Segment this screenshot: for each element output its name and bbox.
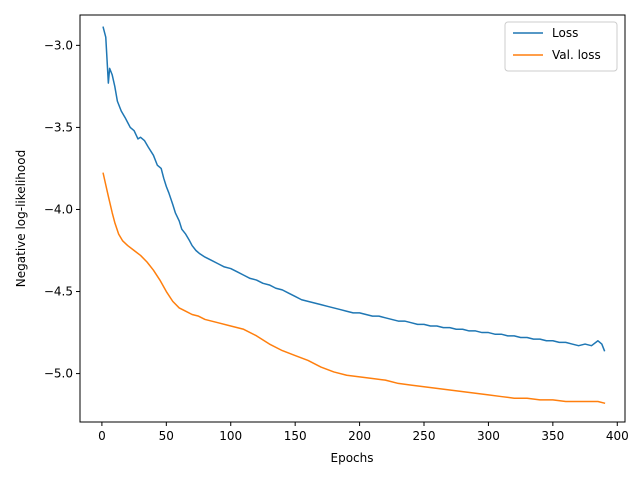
- y-axis-ticks: −3.0 −3.5 −4.0 −4.5 −5.0: [44, 38, 80, 381]
- legend-label-loss: Loss: [552, 26, 578, 40]
- x-tick-label: 350: [541, 429, 564, 443]
- y-tick-label: −5.0: [44, 367, 73, 381]
- x-tick-label: 50: [159, 429, 174, 443]
- y-tick-label: −3.0: [44, 38, 73, 52]
- x-tick-label: 100: [219, 429, 242, 443]
- y-tick-label: −3.5: [44, 120, 73, 134]
- legend-box: [504, 21, 618, 72]
- x-tick-label: 0: [98, 429, 106, 443]
- legend: Loss Val. loss: [504, 21, 618, 72]
- plot-frame: [79, 14, 626, 423]
- x-axis-label: Epochs: [331, 451, 374, 465]
- legend-label-val-loss: Val. loss: [552, 48, 601, 62]
- x-tick-label: 250: [413, 429, 436, 443]
- x-tick-label: 150: [284, 429, 307, 443]
- series-line-val-loss: [102, 172, 606, 405]
- y-axis-label: Negative log-likelihood: [14, 150, 28, 287]
- x-axis-ticks: 0 50 100 150 200 250 300 350 400: [98, 422, 629, 443]
- plot-lines: [102, 26, 606, 405]
- x-tick-label: 300: [477, 429, 500, 443]
- x-tick-label: 200: [348, 429, 371, 443]
- x-tick-label: 400: [606, 429, 629, 443]
- series-line-loss: [102, 26, 606, 352]
- y-tick-label: −4.5: [44, 285, 73, 299]
- y-tick-label: −4.0: [44, 202, 73, 216]
